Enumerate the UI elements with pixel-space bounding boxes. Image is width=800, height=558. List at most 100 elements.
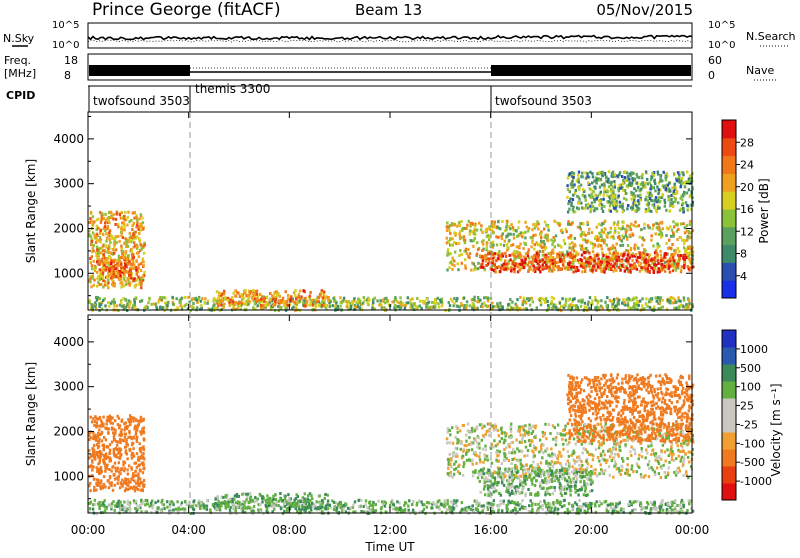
- heatmap-cell: [127, 473, 129, 476]
- heatmap-cell: [590, 241, 592, 244]
- heatmap-cell: [687, 265, 689, 268]
- heatmap-cell: [409, 306, 411, 309]
- heatmap-cell: [667, 184, 669, 187]
- heatmap-cell: [472, 245, 474, 248]
- heatmap-cell: [337, 305, 339, 308]
- noise-left-tick-top: 10^5: [52, 20, 79, 31]
- heatmap-cell: [672, 256, 674, 259]
- heatmap-cell: [118, 417, 120, 420]
- heatmap-cell: [531, 504, 533, 507]
- heatmap-cell: [649, 306, 651, 309]
- heatmap-cell: [669, 257, 671, 260]
- heatmap-cell: [664, 205, 666, 208]
- heatmap-cell: [597, 238, 599, 241]
- heatmap-cell: [645, 506, 647, 509]
- heatmap-cell: [536, 220, 538, 223]
- heatmap-cell: [612, 265, 614, 268]
- heatmap-cell: [599, 266, 601, 269]
- heatmap-cell: [509, 298, 511, 301]
- heatmap-cell: [594, 207, 596, 210]
- heatmap-cell: [569, 243, 571, 246]
- heatmap-cell: [114, 438, 116, 441]
- heatmap-cell: [226, 299, 228, 302]
- heatmap-cell: [97, 435, 99, 438]
- heatmap-cell: [477, 296, 479, 299]
- heatmap-cell: [441, 304, 443, 307]
- heatmap-cell: [500, 243, 502, 246]
- heatmap-cell: [640, 502, 642, 505]
- heatmap-cell: [553, 304, 555, 307]
- heatmap-cell: [269, 292, 271, 295]
- heatmap-cell: [97, 227, 99, 230]
- heatmap-cell: [544, 221, 546, 224]
- heatmap-cell: [181, 501, 183, 504]
- heatmap-cell: [128, 277, 130, 280]
- heatmap-cell: [591, 172, 593, 175]
- heatmap-cell: [572, 271, 574, 274]
- nave-tick-top: 60: [708, 54, 722, 67]
- heatmap-cell: [466, 252, 468, 255]
- heatmap-cell: [248, 293, 250, 296]
- heatmap-cell: [117, 441, 119, 444]
- heatmap-cell: [435, 301, 437, 304]
- heatmap-cell: [689, 223, 691, 226]
- heatmap-cell: [124, 426, 126, 429]
- heatmap-cell: [101, 269, 103, 272]
- heatmap-cell: [616, 223, 618, 226]
- heatmap-cell: [540, 236, 542, 239]
- heatmap-cell: [259, 293, 261, 296]
- heatmap-cell: [114, 509, 116, 512]
- heatmap-cell: [637, 301, 639, 304]
- heatmap-cell: [591, 299, 593, 302]
- heatmap-cell: [343, 297, 345, 300]
- heatmap-cell: [567, 223, 569, 226]
- heatmap-cell: [125, 487, 127, 490]
- heatmap-cell: [609, 231, 611, 234]
- heatmap-cell: [125, 306, 127, 309]
- heatmap-cell: [102, 416, 104, 419]
- heatmap-cell: [563, 499, 565, 502]
- heatmap-cell: [520, 231, 522, 234]
- heatmap-cell: [650, 178, 652, 181]
- heatmap-cell: [546, 239, 548, 242]
- heatmap-cell: [457, 262, 459, 265]
- heatmap-cell: [218, 295, 220, 298]
- heatmap-cell: [671, 229, 673, 232]
- heatmap-cell: [544, 266, 546, 269]
- heatmap-cell: [118, 475, 120, 478]
- heatmap-cell: [476, 300, 478, 303]
- heatmap-cell: [677, 254, 679, 257]
- heatmap-cell: [134, 301, 136, 304]
- heatmap-cell: [608, 170, 610, 173]
- heatmap-cell: [614, 173, 616, 176]
- heatmap-cell: [652, 224, 654, 227]
- heatmap-cell: [597, 265, 599, 268]
- heatmap-cell: [135, 462, 137, 465]
- heatmap-cell: [109, 238, 111, 241]
- heatmap-cell: [494, 252, 496, 255]
- heatmap-cell: [461, 304, 463, 307]
- heatmap-cell: [627, 270, 629, 273]
- heatmap-cell: [166, 500, 168, 503]
- heatmap-cell: [108, 231, 110, 234]
- nave-tick-bottom: 0: [708, 69, 715, 82]
- heatmap-cell: [607, 504, 609, 507]
- heatmap-cell: [136, 235, 138, 238]
- heatmap-cell: [375, 503, 377, 506]
- heatmap-cell: [107, 480, 109, 483]
- heatmap-cell: [89, 301, 91, 304]
- heatmap-cell: [567, 268, 569, 271]
- heatmap-cell: [107, 251, 109, 254]
- heatmap-cell: [616, 210, 618, 213]
- heatmap-cell: [91, 307, 93, 310]
- heatmap-cell: [285, 290, 287, 293]
- heatmap-cell: [633, 224, 635, 227]
- heatmap-cell: [628, 257, 630, 260]
- heatmap-cell: [327, 299, 329, 302]
- heatmap-cell: [537, 227, 539, 230]
- heatmap-cell: [135, 474, 137, 477]
- heatmap-cell: [289, 298, 291, 301]
- heatmap-cell: [133, 417, 135, 420]
- heatmap-cell: [506, 243, 508, 246]
- heatmap-cell: [686, 204, 688, 207]
